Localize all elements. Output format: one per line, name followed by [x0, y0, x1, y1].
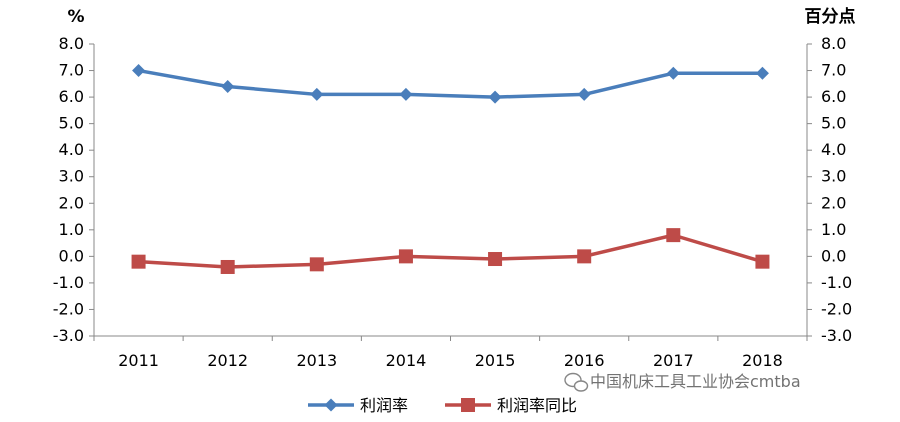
data-point: [755, 66, 769, 80]
left-y-tick-label: -2.0: [53, 299, 84, 318]
data-point: [398, 249, 413, 264]
left-y-tick-label: 0.0: [59, 246, 84, 265]
left-y-tick-label: -3.0: [53, 326, 84, 345]
right-y-tick-label: 4.0: [821, 140, 846, 159]
right-y-tick-label: 6.0: [821, 87, 846, 106]
data-point: [755, 254, 770, 269]
x-tick-label: 2013: [296, 351, 337, 370]
right-y-tick-label: 1.0: [821, 220, 846, 239]
data-point: [399, 87, 413, 101]
right-y-tick-label: 7.0: [821, 61, 846, 80]
left-y-tick-label: 3.0: [59, 167, 84, 186]
legend-item: 利润率: [308, 396, 408, 415]
watermark: 中国机床工具工业协会cmtba: [564, 372, 801, 392]
right-axis-unit: 百分点: [805, 6, 856, 27]
left-y-tick-label: 7.0: [59, 61, 84, 80]
legend-swatch-marker: [461, 398, 475, 412]
left-y-tick-label: 5.0: [59, 114, 84, 133]
series-2: [131, 228, 770, 274]
data-point: [221, 79, 235, 93]
x-tick-label: 2016: [564, 351, 605, 370]
legend-label: 利润率同比: [497, 396, 577, 415]
series-layer: [131, 64, 770, 274]
left-y-tick-label: 6.0: [59, 87, 84, 106]
left-y-tick-label: 8.0: [59, 34, 84, 53]
right-y-tick-label: 5.0: [821, 114, 846, 133]
right-y-tick-label: 2.0: [821, 193, 846, 212]
data-point: [309, 257, 324, 272]
x-tick-label: 2017: [653, 351, 694, 370]
right-y-tick-label: -1.0: [821, 273, 852, 292]
x-tick-label: 2011: [118, 351, 159, 370]
wechat-icon: [564, 372, 589, 392]
data-point: [488, 252, 503, 267]
x-tick-label: 2018: [742, 351, 783, 370]
data-point: [131, 254, 146, 269]
legend-item: 利润率同比: [445, 396, 577, 415]
series-1: [132, 64, 769, 104]
data-point: [666, 228, 681, 243]
data-point: [577, 87, 591, 101]
legend: 利润率 利润率同比: [308, 396, 577, 415]
data-point: [310, 87, 324, 101]
right-y-tick-label: 0.0: [821, 246, 846, 265]
data-point: [132, 64, 146, 78]
left-y-tick-label: 4.0: [59, 140, 84, 159]
right-y-tick-label: -3.0: [821, 326, 852, 345]
series-line: [138, 233, 763, 269]
series-line: [138, 68, 763, 99]
left-y-tick-label: -1.0: [53, 273, 84, 292]
x-tick-label: 2012: [207, 351, 248, 370]
legend-label: 利润率: [360, 396, 408, 415]
data-point: [577, 249, 592, 264]
x-tick-label: 2014: [386, 351, 427, 370]
right-y-tick-label: 3.0: [821, 167, 846, 186]
watermark-text: 中国机床工具工业协会cmtba: [590, 372, 801, 391]
data-point: [488, 90, 502, 104]
right-y-tick-label: -2.0: [821, 299, 852, 318]
data-point: [666, 66, 680, 80]
x-tick-label: 2015: [475, 351, 516, 370]
left-y-tick-label: 1.0: [59, 220, 84, 239]
left-axis-unit: %: [67, 7, 84, 27]
data-point: [220, 259, 235, 274]
right-y-tick-label: 8.0: [821, 34, 846, 53]
left-y-tick-label: 2.0: [59, 193, 84, 212]
chart-axes: 8.0 8.0 7.0 7.0 6.0 6.0 5.0 5.0 4.0 4.0 3.0 3.0 2.0 2…: [53, 34, 852, 370]
legend-swatch-marker: [324, 398, 338, 412]
